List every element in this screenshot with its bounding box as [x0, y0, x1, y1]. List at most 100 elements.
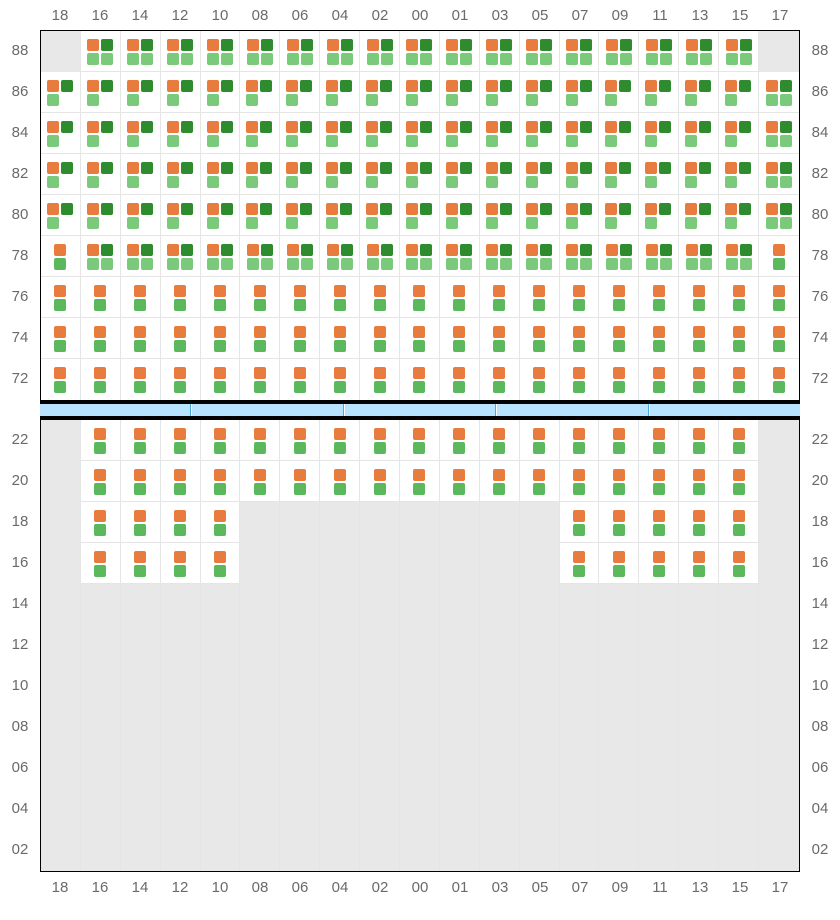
- cell-pair[interactable]: [440, 277, 480, 318]
- cell-quad[interactable]: [759, 154, 799, 195]
- cell-quad[interactable]: [240, 31, 280, 72]
- cell-pair[interactable]: [161, 277, 201, 318]
- cell-quad[interactable]: [121, 236, 161, 277]
- cell-quad[interactable]: [161, 236, 201, 277]
- cell-quad[interactable]: [679, 31, 719, 72]
- cell-tri[interactable]: [280, 113, 320, 154]
- cell-pair[interactable]: [41, 359, 81, 400]
- cell-quad[interactable]: [560, 236, 600, 277]
- cell-pair[interactable]: [520, 318, 560, 359]
- cell-pair[interactable]: [320, 318, 360, 359]
- cell-pair[interactable]: [759, 359, 799, 400]
- cell-pair[interactable]: [759, 236, 799, 277]
- cell-pair[interactable]: [480, 277, 520, 318]
- cell-pair[interactable]: [679, 502, 719, 543]
- cell-tri[interactable]: [280, 72, 320, 113]
- cell-pair[interactable]: [400, 318, 440, 359]
- cell-tri[interactable]: [599, 195, 639, 236]
- cell-quad[interactable]: [639, 31, 679, 72]
- cell-tri[interactable]: [201, 113, 241, 154]
- cell-pair[interactable]: [520, 461, 560, 502]
- cell-tri[interactable]: [639, 72, 679, 113]
- cell-pair[interactable]: [520, 420, 560, 461]
- cell-tri[interactable]: [121, 113, 161, 154]
- cell-pair[interactable]: [121, 318, 161, 359]
- cell-tri[interactable]: [81, 72, 121, 113]
- cell-pair[interactable]: [440, 420, 480, 461]
- cell-pair[interactable]: [320, 420, 360, 461]
- cell-quad[interactable]: [440, 31, 480, 72]
- cell-pair[interactable]: [81, 420, 121, 461]
- cell-tri[interactable]: [440, 195, 480, 236]
- cell-quad[interactable]: [81, 236, 121, 277]
- cell-pair[interactable]: [599, 461, 639, 502]
- cell-tri[interactable]: [41, 72, 81, 113]
- cell-tri[interactable]: [599, 72, 639, 113]
- cell-pair[interactable]: [81, 277, 121, 318]
- cell-tri[interactable]: [360, 195, 400, 236]
- cell-quad[interactable]: [480, 31, 520, 72]
- cell-tri[interactable]: [121, 195, 161, 236]
- cell-pair[interactable]: [759, 277, 799, 318]
- cell-tri[interactable]: [201, 72, 241, 113]
- cell-tri[interactable]: [520, 154, 560, 195]
- cell-quad[interactable]: [599, 31, 639, 72]
- cell-quad[interactable]: [280, 31, 320, 72]
- cell-tri[interactable]: [161, 72, 201, 113]
- cell-pair[interactable]: [280, 318, 320, 359]
- cell-tri[interactable]: [679, 113, 719, 154]
- cell-tri[interactable]: [639, 195, 679, 236]
- cell-pair[interactable]: [599, 420, 639, 461]
- cell-tri[interactable]: [639, 113, 679, 154]
- cell-tri[interactable]: [400, 154, 440, 195]
- cell-pair[interactable]: [240, 359, 280, 400]
- cell-pair[interactable]: [121, 277, 161, 318]
- cell-quad[interactable]: [400, 31, 440, 72]
- cell-pair[interactable]: [719, 543, 759, 584]
- cell-tri[interactable]: [161, 154, 201, 195]
- cell-pair[interactable]: [639, 318, 679, 359]
- cell-pair[interactable]: [679, 359, 719, 400]
- cell-tri[interactable]: [480, 72, 520, 113]
- cell-quad[interactable]: [400, 236, 440, 277]
- cell-quad[interactable]: [520, 236, 560, 277]
- cell-tri[interactable]: [480, 113, 520, 154]
- cell-tri[interactable]: [679, 154, 719, 195]
- cell-pair[interactable]: [440, 318, 480, 359]
- cell-pair[interactable]: [480, 359, 520, 400]
- cell-pair[interactable]: [759, 318, 799, 359]
- cell-pair[interactable]: [440, 461, 480, 502]
- cell-pair[interactable]: [520, 277, 560, 318]
- cell-pair[interactable]: [201, 461, 241, 502]
- cell-pair[interactable]: [480, 318, 520, 359]
- cell-pair[interactable]: [41, 277, 81, 318]
- cell-tri[interactable]: [240, 113, 280, 154]
- cell-tri[interactable]: [520, 72, 560, 113]
- cell-pair[interactable]: [599, 277, 639, 318]
- cell-tri[interactable]: [719, 72, 759, 113]
- cell-tri[interactable]: [121, 154, 161, 195]
- cell-tri[interactable]: [599, 113, 639, 154]
- cell-tri[interactable]: [81, 154, 121, 195]
- cell-tri[interactable]: [81, 113, 121, 154]
- cell-quad[interactable]: [121, 31, 161, 72]
- cell-quad[interactable]: [599, 236, 639, 277]
- cell-pair[interactable]: [560, 277, 600, 318]
- cell-quad[interactable]: [560, 31, 600, 72]
- cell-tri[interactable]: [400, 72, 440, 113]
- cell-tri[interactable]: [560, 154, 600, 195]
- cell-tri[interactable]: [400, 195, 440, 236]
- cell-pair[interactable]: [240, 277, 280, 318]
- cell-tri[interactable]: [240, 154, 280, 195]
- cell-pair[interactable]: [639, 502, 679, 543]
- cell-pair[interactable]: [719, 461, 759, 502]
- cell-quad[interactable]: [759, 72, 799, 113]
- cell-pair[interactable]: [81, 502, 121, 543]
- cell-pair[interactable]: [639, 420, 679, 461]
- cell-tri[interactable]: [679, 72, 719, 113]
- cell-pair[interactable]: [560, 318, 600, 359]
- cell-tri[interactable]: [360, 72, 400, 113]
- cell-pair[interactable]: [240, 318, 280, 359]
- cell-pair[interactable]: [161, 420, 201, 461]
- cell-pair[interactable]: [440, 359, 480, 400]
